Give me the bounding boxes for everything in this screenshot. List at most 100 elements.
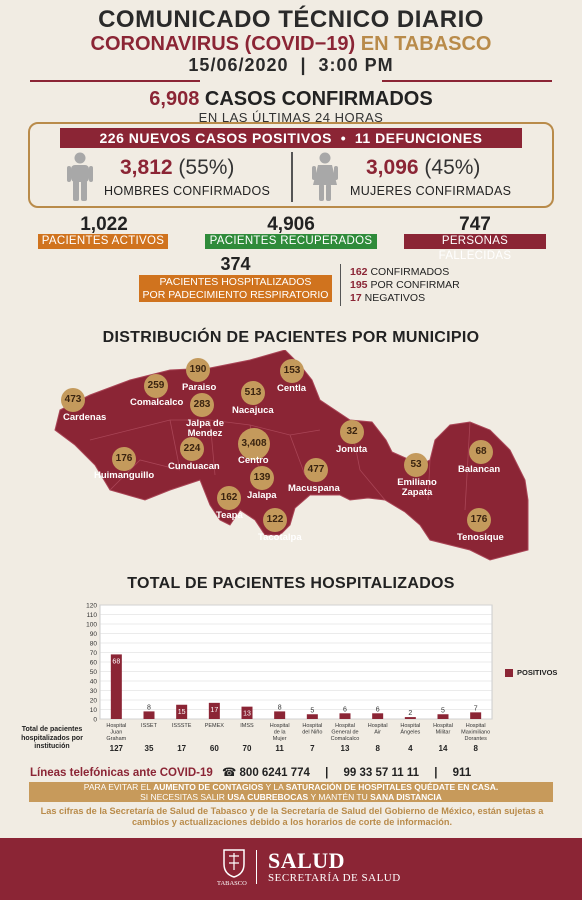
y-tick-label: 20 [90, 698, 98, 705]
bar-text-2b: USA CUBREBOCAS [227, 792, 309, 802]
men-label: HOMBRES CONFIRMADOS [104, 184, 271, 198]
bar-value-label: 2 [408, 710, 412, 717]
bar-text-1c: Y LA [265, 782, 284, 792]
label-paraiso: Paraiso [182, 382, 217, 393]
x-category-label: Hospital [400, 723, 420, 729]
confirmed-total: 6,908 CASOS CONFIRMADOS [0, 88, 582, 111]
chart-title: TOTAL DE PACIENTES HOSPITALIZADOS [127, 575, 455, 592]
bar-text-1b: AUMENTO DE CONTAGIOS [153, 782, 264, 792]
bar-value-label: 6 [343, 706, 347, 713]
page-title: COMUNICADO TÉCNICO DIARIO [98, 6, 484, 33]
label-emiliano-zapata: Emiliano Zapata [397, 477, 437, 498]
bubble-balancan: 68 [469, 440, 493, 464]
total-per-institution: 8 [375, 744, 380, 753]
bubble-macuspana: 477 [304, 458, 328, 482]
men-stat: 3,812 (55%) [120, 156, 234, 180]
x-category-label: ISSSTE [172, 723, 192, 729]
bubble-tenosique: 176 [467, 508, 491, 532]
x-category-label: Hospital [466, 723, 486, 729]
bubble-nacajuca: 513 [241, 381, 265, 405]
hospitalized-divider [340, 264, 342, 306]
page-subtitle: CORONAVIRUS (COVID−19) EN TABASCO [0, 33, 582, 56]
bubble-teapa: 162 [217, 486, 241, 510]
bubble-emiliano-zapata: 53 [404, 453, 428, 477]
total-per-institution: 4 [408, 744, 413, 753]
x-category-label: Maximiliano [461, 730, 490, 736]
stay-home-bar: PARA EVITAR EL AUMENTO DE CONTAGIOS Y LA… [29, 782, 553, 802]
label-jalpa: Jalpa de Mendez [185, 418, 225, 439]
hospitalized-number: 374 [220, 254, 251, 274]
label-balancan: Balancan [458, 464, 501, 475]
y-tick-label: 0 [93, 717, 97, 724]
bubble-jonuta: 32 [340, 420, 364, 444]
x-category-label: Juan [110, 730, 122, 736]
bubble-jalapa: 139 [250, 466, 274, 490]
bubble-centla: 153 [280, 359, 304, 383]
bar [339, 713, 351, 719]
bar-value-label: 7 [474, 705, 478, 712]
secretaria-salud: SECRETARÍA DE SALUD [268, 872, 401, 884]
phone-lines: Líneas telefónicas ante COVID-19 ☎ 800 6… [30, 765, 560, 779]
x-category-label: PEMEX [205, 723, 225, 729]
sep-1: | [325, 767, 329, 779]
men-percent: (55%) [178, 156, 235, 179]
x-category-label: General de [331, 730, 358, 736]
bar-text-2c: Y MANTÉN TU [310, 792, 368, 802]
bubble-centro: 3,408 [238, 428, 270, 460]
bubble-comalcalco: 259 [144, 374, 168, 398]
phones-label: Líneas telefónicas ante COVID-19 [30, 767, 213, 779]
label-centla: Centla [277, 383, 307, 394]
bar-text-1a: PARA EVITAR EL [83, 782, 151, 792]
label-teapa: Teapa [216, 510, 243, 521]
woman-icon [312, 152, 338, 201]
subtitle-red: CORONAVIRUS (COVID−19) [90, 33, 356, 55]
y-tick-label: 110 [87, 612, 98, 619]
total-per-institution: 70 [243, 744, 252, 753]
bar-text-1d: SATURACIÓN DE HOSPITALES QUÉDATE EN CASA… [285, 782, 499, 792]
label-jonuta: Jonuta [336, 444, 368, 455]
y-tick-label: 60 [90, 660, 98, 667]
summary-divider [291, 152, 293, 202]
recovered-label: PACIENTES RECUPERADOS [205, 234, 377, 249]
bar-text-2d: SANA DISTANCIA [370, 792, 442, 802]
bar [274, 711, 286, 719]
women-number: 3,096 [366, 156, 419, 179]
total-per-institution: 13 [341, 744, 350, 753]
bar [241, 706, 253, 719]
total-per-institution: 127 [110, 744, 124, 753]
total-per-institution: 14 [439, 744, 448, 753]
phone-icon: ☎ [222, 767, 237, 779]
x-category-label: IMSS [240, 723, 254, 729]
deaths-number: 747 [459, 214, 491, 235]
hosp-negative-number: 17 [350, 292, 362, 304]
y-tick-label: 10 [90, 707, 98, 714]
men-number: 3,812 [120, 156, 173, 179]
x-category-label: Hospital [335, 723, 355, 729]
disclaimer-note: Las cifras de la Secretaría de Salud de … [40, 806, 544, 827]
bar-value-label: 17 [210, 707, 218, 714]
bar [404, 717, 416, 719]
x-category-label: Dorantes [465, 736, 488, 742]
hospitalized-bar-chart: 010203040506070809010011012068HospitalJu… [86, 603, 493, 753]
total-per-institution: 8 [473, 744, 478, 753]
hosp-negative-label: NEGATIVOS [364, 292, 426, 304]
date-time: 15/06/2020 | 3:00 PM [188, 55, 394, 75]
y-tick-label: 50 [90, 669, 98, 676]
label-cunduacan: Cunduacan [168, 461, 220, 472]
bar [176, 704, 188, 719]
y-tick-label: 80 [90, 641, 98, 648]
x-category-label: Ángeles [400, 729, 420, 736]
label-cardenas: Cardenas [63, 412, 107, 423]
confirmed-label: CASOS CONFIRMADOS [204, 88, 433, 110]
last-24-hours: EN LAS ÚLTIMAS 24 HORAS [198, 110, 384, 125]
active-number: 1,022 [80, 214, 128, 235]
total-per-institution: 35 [145, 744, 154, 753]
legend-swatch [505, 669, 513, 677]
bar-value-label: 15 [178, 709, 186, 716]
x-category-label: Comalcalco [331, 736, 360, 742]
phone-1: 800 6241 774 [239, 767, 310, 779]
y-tick-label: 90 [90, 631, 98, 638]
x-category-label: Hospital [368, 723, 388, 729]
women-label: MUJERES CONFIRMADAS [350, 184, 512, 198]
bar-value-label: 68 [112, 658, 120, 665]
